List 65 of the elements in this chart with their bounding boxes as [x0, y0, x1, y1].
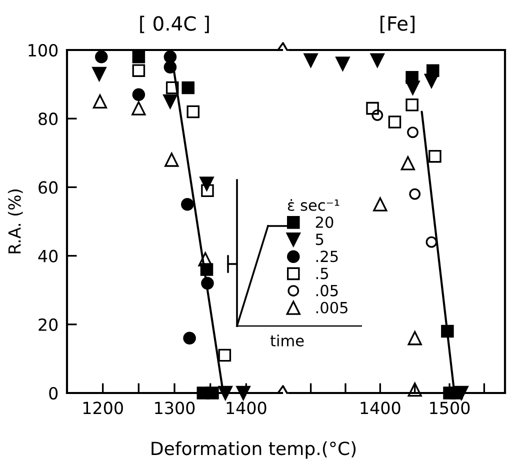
point — [132, 50, 146, 64]
point — [406, 80, 420, 95]
y-tick-label: 100 — [28, 44, 58, 57]
point — [186, 105, 200, 118]
point — [183, 332, 196, 345]
point — [370, 53, 384, 68]
point — [424, 74, 439, 88]
point — [218, 386, 232, 400]
annotation: time — [270, 334, 304, 346]
point — [407, 126, 418, 138]
point — [201, 184, 214, 198]
point — [92, 94, 108, 109]
legend-label: .25 — [316, 250, 338, 262]
legend-title: ε̇ sec⁻¹ — [288, 199, 340, 211]
point — [373, 197, 388, 212]
chart-title: [ 0.4C ] — [140, 16, 209, 34]
point — [406, 98, 418, 112]
legend-label: .5 — [316, 268, 328, 280]
point — [164, 60, 177, 74]
point — [164, 152, 179, 167]
chart-title: [Fe] — [380, 16, 414, 34]
point — [400, 156, 415, 170]
y-tick-label: 60 — [38, 181, 58, 194]
x-tick-label: 1200 — [83, 402, 123, 414]
point — [201, 276, 214, 290]
point — [454, 386, 468, 400]
point — [166, 81, 179, 94]
point — [408, 382, 422, 397]
point — [132, 101, 146, 116]
legend-label: 20 — [316, 216, 334, 228]
y-tick-label: 40 — [38, 250, 58, 262]
point — [428, 150, 442, 163]
point — [198, 252, 212, 266]
legend-label: 5 — [316, 234, 324, 246]
x-tick-label: 1400 — [226, 402, 266, 414]
legend-label: .005 — [316, 302, 348, 314]
point — [182, 81, 195, 94]
point — [181, 198, 194, 211]
point — [218, 348, 232, 362]
x-tick-label: 1500 — [430, 402, 470, 414]
point — [304, 53, 318, 68]
point — [408, 331, 422, 346]
y-axis-title: R.A. (%) — [8, 190, 23, 254]
x-axis-title: Deformation temp.(°C) — [152, 441, 356, 459]
y-tick-label: 20 — [38, 318, 58, 331]
point — [92, 66, 106, 82]
point — [441, 324, 454, 338]
point — [236, 386, 250, 400]
point — [366, 102, 379, 115]
point — [388, 116, 402, 128]
point — [95, 50, 108, 64]
y-tick-label: 80 — [38, 112, 58, 126]
point — [409, 188, 421, 200]
point — [336, 56, 350, 71]
x-tick-label: 1400 — [360, 402, 400, 414]
point — [372, 109, 384, 121]
x-tick-label: 1300 — [155, 402, 195, 414]
point — [163, 94, 178, 109]
point — [206, 386, 219, 400]
legend-label: .05 — [316, 284, 338, 296]
y-tick-label: 0 — [49, 386, 58, 400]
point — [132, 88, 146, 101]
point — [426, 236, 438, 248]
point — [164, 50, 177, 64]
point — [132, 64, 146, 77]
